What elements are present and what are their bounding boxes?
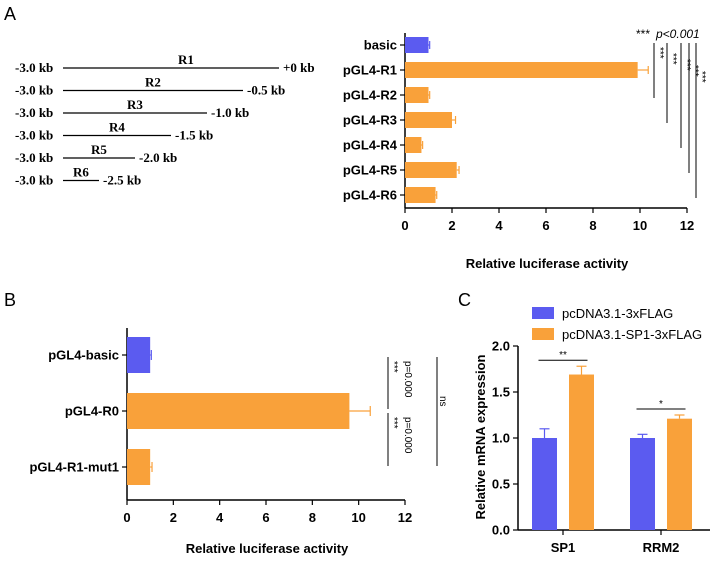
construct-end-label-r4: -1.5 kb: [175, 128, 213, 143]
chart-a-category-label: pGL4-R5: [343, 163, 397, 178]
chart-c-y-tick-label: 1.5: [492, 385, 510, 400]
chart-b-x-tick-label: 6: [262, 510, 269, 525]
chart-b-x-tick-label: 8: [309, 510, 316, 525]
chart-c-bar: [569, 374, 594, 530]
chart-b-bar: [127, 449, 151, 485]
chart-b-bar: [127, 337, 151, 373]
chart-a-x-tick-label: 2: [448, 218, 455, 233]
chart-c-category-label: RRM2: [643, 540, 680, 555]
chart-c-y-tick-label: 0.0: [492, 523, 510, 538]
construct-name-r6: R6: [73, 165, 89, 180]
chart-b-x-tick-label: 2: [170, 510, 177, 525]
chart-c-y-tick-label: 2.0: [492, 339, 510, 354]
chart-a-category-label: pGL4-R4: [343, 138, 398, 153]
panel-letter-b: B: [4, 290, 16, 310]
chart-a-category-label: pGL4-R1: [343, 63, 397, 78]
construct-end-label-r5: -2.0 kb: [139, 150, 177, 165]
chart-a-bar: [405, 112, 452, 128]
legend-label-sp1: pcDNA3.1-SP1-3xFLAG: [562, 327, 702, 342]
chart-a-x-tick-label: 12: [680, 218, 694, 233]
construct-name-r1: R1: [178, 52, 194, 67]
chart-a-sig-stars: ***: [696, 71, 707, 83]
construct-start-label: -3.0 kb: [15, 105, 53, 120]
chart-c-bar: [532, 438, 557, 530]
chart-b-sig-stars: ***: [388, 417, 399, 429]
chart-b: Relative luciferase activity 0 2 4 6 8 10 12 pG…: [29, 328, 448, 556]
construct-name-r5: R5: [91, 142, 107, 157]
construct-end-label-r6: -2.5 kb: [103, 173, 141, 188]
chart-a-x-tick-label: 0: [401, 218, 408, 233]
chart-c-bar: [667, 418, 692, 530]
construct-name-r4: R4: [109, 120, 125, 135]
chart-b-x-tick-label: 12: [398, 510, 412, 525]
chart-a-x-tick-label: 8: [589, 218, 596, 233]
chart-a-bar: [405, 162, 457, 178]
legend-swatch-sp1: [532, 328, 554, 340]
chart-c-y-tick-label: 1.0: [492, 431, 510, 446]
chart-a-xlabel: Relative luciferase activity: [466, 256, 629, 271]
chart-c-ylabel: Relative mRNA expression: [473, 354, 488, 519]
chart-a-sig-stars: ***: [689, 65, 700, 77]
construct-start-label: -3.0 kb: [15, 128, 53, 143]
panel-letter-a: A: [4, 4, 16, 24]
chart-a-sig-stars: ***: [681, 59, 692, 71]
chart-c-y-tick-label: 0.5: [492, 477, 510, 492]
panel-letter-c: C: [458, 290, 471, 310]
chart-a-bar: [405, 187, 436, 203]
chart-b-xlabel: Relative luciferase activity: [186, 541, 349, 556]
chart-b-sig-p: p=0.000: [402, 361, 413, 398]
legend-swatch-control: [532, 307, 554, 319]
chart-a-category-label: pGL4-R2: [343, 88, 397, 103]
construct-start-label: -3.0 kb: [15, 150, 53, 165]
chart-a-category-label: basic: [364, 38, 397, 53]
chart-a-bar: [405, 37, 429, 53]
chart-a-bar: [405, 137, 422, 153]
chart-a-sig-stars: ***: [667, 53, 678, 65]
chart-a-bar: [405, 62, 638, 78]
chart-c-sig-stars: **: [559, 350, 567, 361]
promoter-constructs-diagram: -3.0 kb R1 +0 kb -3.0 kb R2 -0.5 kb -3.0 kb R3 -…: [15, 52, 315, 188]
chart-b-sig-p: p=0.000: [402, 417, 413, 454]
chart-c: Relative mRNA expression pcDNA3.1-3xFLAG…: [473, 306, 710, 555]
chart-a: *** p<0.001 Relative luciferase activity…: [343, 27, 707, 271]
construct-start-label: -3.0 kb: [15, 173, 53, 188]
construct-end-label-r3: -1.0 kb: [211, 105, 249, 120]
construct-end-label-r2: -0.5 kb: [247, 83, 285, 98]
chart-b-sig-stars: ns: [437, 396, 448, 407]
chart-b-category-label: pGL4-R0: [65, 404, 119, 419]
construct-name-r2: R2: [145, 75, 161, 90]
legend-label-control: pcDNA3.1-3xFLAG: [562, 306, 673, 321]
chart-a-x-tick-label: 4: [495, 218, 503, 233]
chart-b-category-label: pGL4-basic: [48, 348, 119, 363]
chart-a-annotation-stars: ***: [636, 27, 650, 41]
chart-b-x-tick-label: 10: [351, 510, 365, 525]
chart-a-category-label: pGL4-R3: [343, 113, 397, 128]
chart-b-sig-stars: ***: [388, 361, 399, 373]
chart-a-bar: [405, 87, 429, 103]
chart-c-category-label: SP1: [551, 540, 576, 555]
construct-start-label: -3.0 kb: [15, 60, 53, 75]
construct-name-r3: R3: [127, 97, 143, 112]
chart-b-category-label: pGL4-R1-mut1: [29, 460, 119, 475]
chart-c-bar: [630, 438, 655, 530]
chart-b-bar: [127, 393, 350, 429]
chart-a-x-tick-label: 6: [542, 218, 549, 233]
chart-a-category-label: pGL4-R6: [343, 188, 397, 203]
chart-a-annotation-p: p<0.001: [655, 27, 700, 41]
chart-c-sig-stars: *: [659, 399, 663, 410]
chart-a-x-tick-label: 10: [633, 218, 647, 233]
construct-end-label-r1: +0 kb: [283, 60, 315, 75]
chart-b-x-tick-label: 0: [123, 510, 130, 525]
chart-b-x-tick-label: 4: [216, 510, 224, 525]
chart-a-sig-stars: ***: [654, 47, 665, 59]
construct-start-label: -3.0 kb: [15, 83, 53, 98]
